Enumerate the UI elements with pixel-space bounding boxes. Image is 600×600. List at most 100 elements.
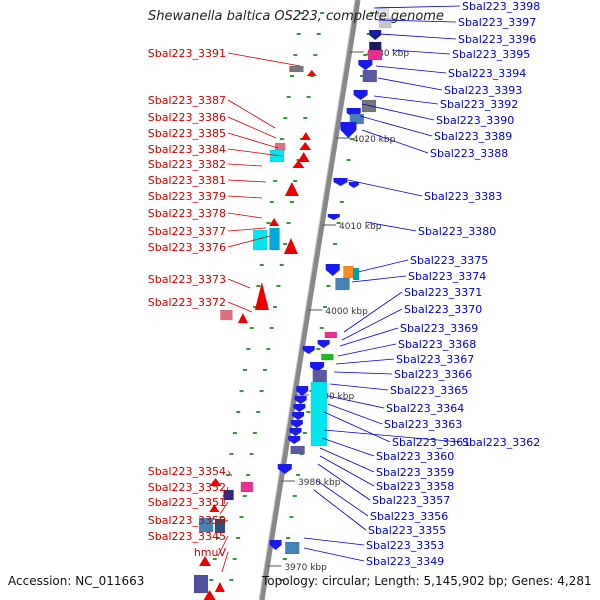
right-leader-line [379,33,457,40]
track-dot [300,12,305,14]
right-gene-label: Sbal223_3394 [448,67,526,80]
scale-label: 4020 kbp [353,135,396,145]
gene-arrow [299,142,312,150]
gene-box [324,331,338,339]
track-dot [363,54,368,56]
track-dot [349,138,354,140]
left-gene-label: Sbal223_3376 [148,241,226,254]
track-dot [296,474,301,476]
gene-box [367,49,383,61]
right-gene-label: Sbal223_3375 [410,254,488,267]
right-leader-line [317,463,371,501]
gene-arrow [348,182,359,188]
gene-arrow [353,90,368,100]
left-leader-line [227,99,276,129]
right-gene-label: Sbal223_3357 [372,494,450,507]
gene-labels: Sbal223_3391 Sbal223_3387 Sbal223_3386 Sbal… [148,0,541,568]
gene-box [369,41,382,51]
left-gene-label: hmuV [194,546,227,559]
right-leader-line [335,358,395,365]
gene-box [220,309,233,321]
right-gene-label: Sbal223_3398 [462,0,540,13]
gene-arrow [297,152,310,162]
right-leader-line [327,395,385,409]
track-dot [306,411,311,413]
track-dot [283,243,288,245]
gene-arrow [237,313,248,323]
track-dot [219,516,224,518]
right-leader-line [377,77,443,91]
track-dot [279,138,284,140]
left-leader-line [227,116,277,139]
gene-arrow [302,346,315,354]
gene-box [269,149,285,163]
right-leader-line [337,343,397,357]
right-gene-label: Sbal223_3359 [376,466,454,479]
track-dot [236,537,241,539]
gene-arrow [292,160,305,168]
track-dot [269,327,274,329]
right-gene-label: Sbal223_3374 [408,270,486,283]
track-dot [229,453,234,455]
gene-arrow [203,590,216,600]
left-leader-line [227,179,267,183]
right-leader-line [323,429,461,443]
track-dot [289,201,294,203]
left-leader-line [227,235,271,248]
track-dot [293,54,298,56]
track-dot [252,432,257,434]
left-leader-line [227,132,279,149]
gene-arrow [340,122,357,138]
gene-box [214,518,226,534]
gene-arrow [369,30,382,40]
gene-arrow [209,504,220,512]
gene-box [321,353,334,361]
track-dot [273,306,278,308]
left-leader-line [219,501,229,515]
track-dot [370,12,375,14]
left-gene-label: Sbal223_3387 [148,94,226,107]
right-gene-label: Sbal223_3370 [404,303,482,316]
left-gene-label: Sbal223_3382 [148,158,226,171]
left-leader-line [227,163,263,167]
track-dot [366,33,371,35]
left-gene-label: Sbal223_3385 [148,127,226,140]
gene-arrow [317,340,330,348]
right-gene-label: Sbal223_3388 [430,147,508,160]
right-leader-line [341,308,403,341]
track-dot [226,474,231,476]
track-dot [303,117,308,119]
left-leader-line [227,278,251,289]
right-leader-line [373,95,439,105]
track-dot [209,579,214,581]
right-leader-line [343,291,403,333]
track-dot [293,180,298,182]
track-dot [286,222,291,224]
gene-box [362,69,378,83]
gene-box [335,277,350,291]
right-gene-label: Sbal223_3368 [398,338,476,351]
track-dot [269,201,274,203]
genome-axis [259,0,361,600]
gene-arrow [300,132,311,140]
map-title: Shewanella baltica OS223, complete genom… [148,9,444,24]
right-gene-label: Sbal223_3396 [458,33,536,46]
left-leader-line [217,535,229,557]
left-leader-line [223,486,229,505]
right-gene-label: Sbal223_3393 [444,84,522,97]
track-dot [256,411,261,413]
gene-arrow [325,264,340,276]
left-gene-label: Sbal223_3391 [148,47,226,60]
track-dot [249,327,254,329]
gene-box [269,227,280,251]
right-leader-line [375,65,447,74]
gene-arrow [284,182,299,196]
right-leader-line [377,19,457,23]
gene-arrow [269,218,280,226]
track-dot [286,537,291,539]
right-leader-line [351,275,407,283]
right-gene-label: Sbal223_3355 [368,524,446,537]
gene-arrow [289,428,302,436]
track-dot [292,495,297,497]
